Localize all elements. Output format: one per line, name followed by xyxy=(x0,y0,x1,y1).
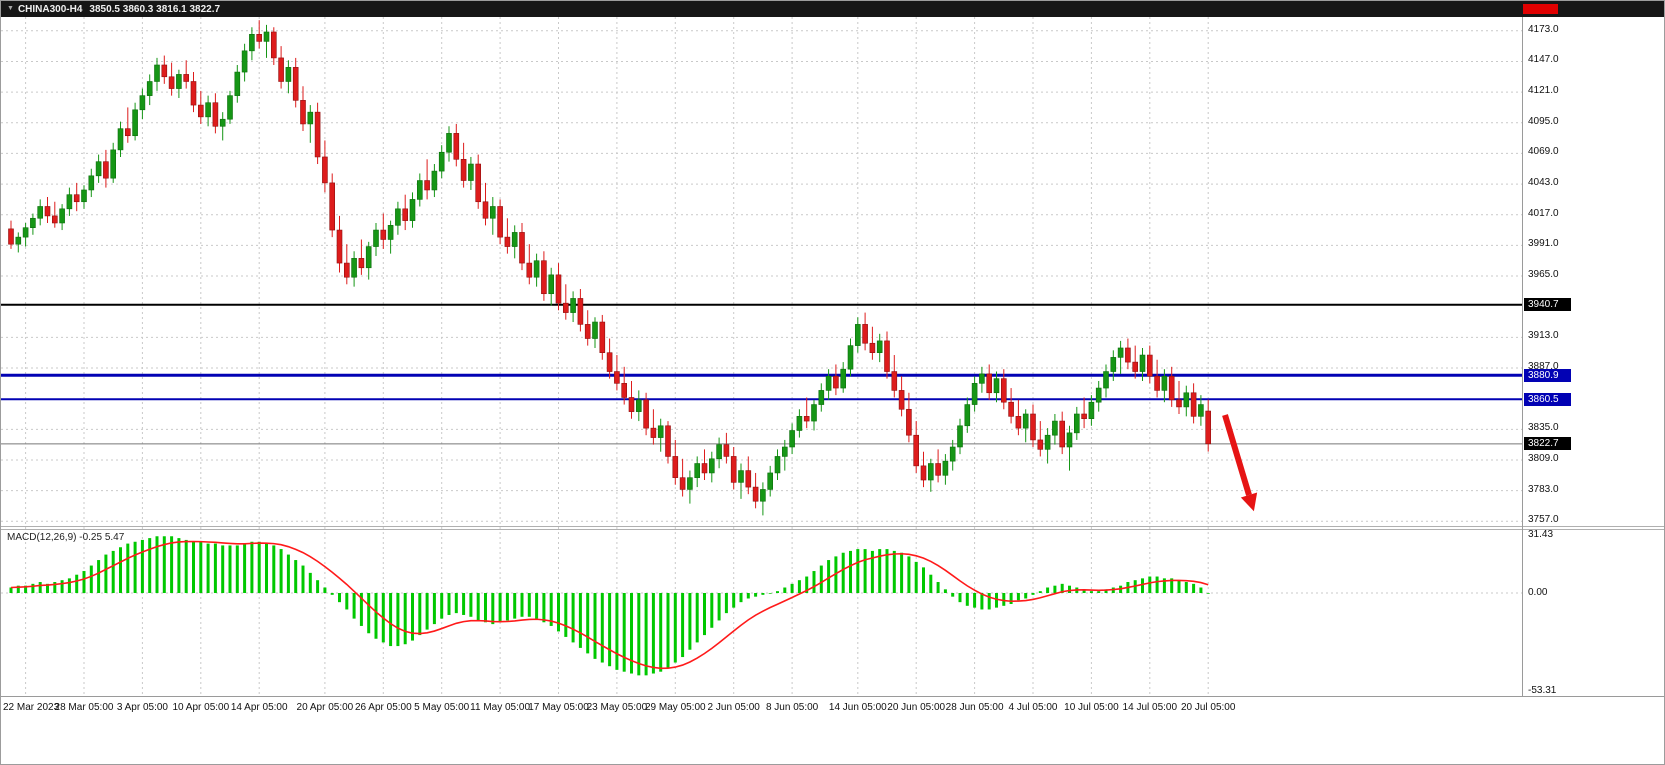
symbol-title: CHINA300-H4 xyxy=(17,3,83,15)
symbol-marker-icon: ▼ xyxy=(7,5,14,12)
chart-header-bar: ▼ CHINA300-H4 3850.5 3860.3 3816.1 3822.… xyxy=(1,1,1664,17)
candles-layer xyxy=(8,20,1211,516)
header-red-indicator xyxy=(1523,4,1558,14)
trend-arrow[interactable] xyxy=(1222,414,1258,512)
panel-frames xyxy=(1,17,1664,697)
macd-signal-line xyxy=(10,540,1209,670)
macd-histogram xyxy=(9,536,1210,676)
price-levels[interactable] xyxy=(1,303,1522,445)
ohlc-readout: 3850.5 3860.3 3816.1 3822.7 xyxy=(89,3,221,15)
